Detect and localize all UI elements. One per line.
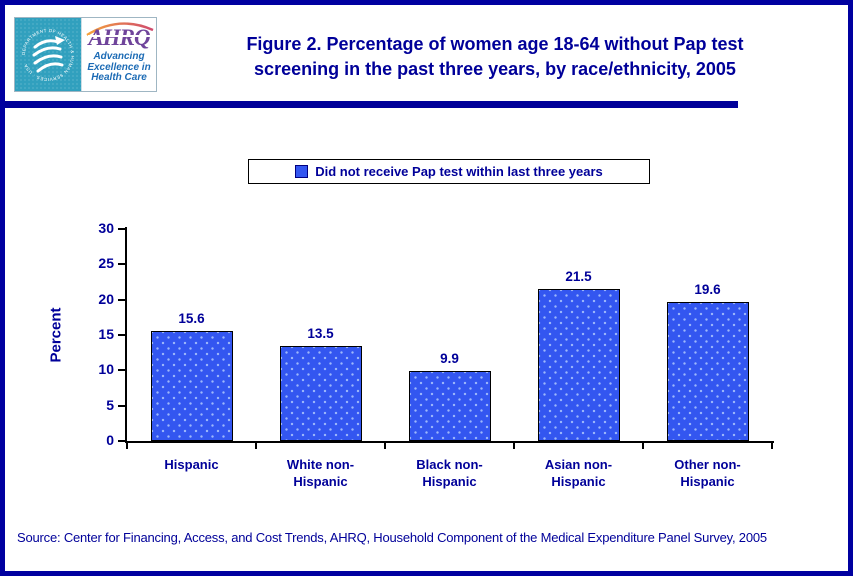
legend-label: Did not receive Pap test within last thr… <box>315 164 603 179</box>
y-tick <box>118 228 125 230</box>
bar-asian-non-hispanic <box>537 289 620 441</box>
ahrq-acronym: AHRQ <box>82 26 156 49</box>
y-tick-label: 5 <box>106 396 114 413</box>
x-axis-category-line: Other non- <box>674 457 741 472</box>
hhs-seal-icon: DEPARTMENT OF HEALTH & HUMAN SERVICES · … <box>15 18 81 91</box>
tagline-line: Advancing <box>93 51 145 62</box>
y-tick-label: 0 <box>106 432 114 448</box>
bar-other-non-hispanic <box>666 302 749 441</box>
legend-swatch-icon <box>295 165 309 178</box>
x-axis-category-line: Hispanic <box>551 474 606 489</box>
y-tick <box>118 404 125 407</box>
y-tick <box>118 263 125 266</box>
x-tick <box>126 441 128 449</box>
y-tick-label: 30 <box>98 220 114 236</box>
figure-title: Figure 2. Percentage of women age 18-64 … <box>160 32 830 82</box>
x-axis-category-label: Other non- Hispanic <box>646 456 770 490</box>
x-axis-category-label: Hispanic <box>130 456 254 473</box>
bar-value-label: 19.6 <box>694 282 721 297</box>
bar-value-label: 9.9 <box>440 351 459 366</box>
x-axis-category-line: Black non- <box>416 457 483 472</box>
y-tick-label: 10 <box>98 361 114 378</box>
bar-value-label: 13.5 <box>307 326 334 341</box>
bar-value-label: 15.6 <box>178 311 205 326</box>
y-tick-label: 20 <box>98 290 114 307</box>
x-tick <box>255 441 257 449</box>
x-axis-category-line: Hispanic <box>293 474 348 489</box>
ahrq-arc-icon <box>86 22 154 37</box>
tagline-line: Excellence in <box>87 61 151 73</box>
x-tick <box>771 441 773 449</box>
y-tick <box>118 369 125 372</box>
ahrq-tagline: Advancing Excellence in Health Care <box>82 51 156 84</box>
bar-black-non-hispanic <box>408 371 491 441</box>
figure-title-line: screening in the past three years, by ra… <box>254 59 736 79</box>
x-axis-category-line: Hispanic <box>422 474 477 489</box>
eagle-head-icon <box>55 36 65 45</box>
y-tick <box>118 440 125 442</box>
y-tick-label: 25 <box>98 255 114 272</box>
bar-value-label: 21.5 <box>565 269 592 284</box>
y-tick-label: 15 <box>98 326 114 342</box>
eagle-icon <box>32 39 64 73</box>
x-tick <box>384 441 386 449</box>
bar-hispanic <box>150 331 233 441</box>
x-axis-category-label: Asian non- Hispanic <box>517 456 641 490</box>
source-note: Source: Center for Financing, Access, an… <box>17 530 767 545</box>
x-tick <box>513 441 515 449</box>
legend: Did not receive Pap test within last thr… <box>248 159 650 184</box>
y-tick <box>118 298 125 301</box>
tagline-line: Health Care <box>91 72 147 83</box>
x-axis-category-line: Hispanic <box>680 474 735 489</box>
x-axis-category-line: Hispanic <box>164 457 219 472</box>
x-axis-category-line: White non- <box>286 457 355 472</box>
x-axis-category-label: White non- Hispanic <box>259 456 383 490</box>
bar-white-non-hispanic <box>279 346 362 441</box>
x-axis-category-label: Black non- Hispanic <box>388 456 512 490</box>
ahrq-wordmark: AHRQ Advancing Excellence in Health Care <box>81 18 156 91</box>
header-divider <box>0 101 738 108</box>
plot-axes <box>125 227 774 443</box>
y-tick <box>118 334 125 336</box>
x-tick <box>642 441 644 449</box>
figure-title-line: Figure 2. Percentage of women age 18-64 … <box>246 34 744 54</box>
x-axis-category-line: Asian non- <box>544 457 613 472</box>
ahrq-hhs-logo: DEPARTMENT OF HEALTH & HUMAN SERVICES · … <box>14 17 157 92</box>
